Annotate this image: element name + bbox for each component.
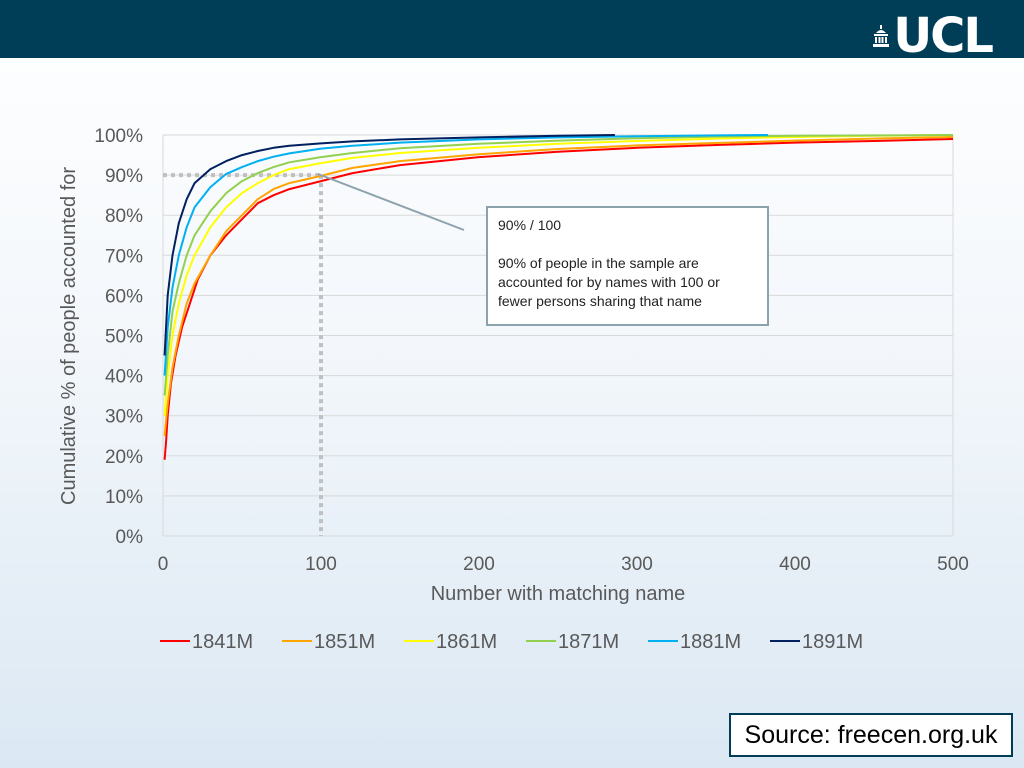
x-tick-label: 100 bbox=[305, 554, 337, 575]
series-line-1851M bbox=[163, 136, 954, 436]
x-tick-labels: 0 100 200 300 400 500 bbox=[158, 554, 969, 575]
legend-label: 1891M bbox=[802, 631, 863, 653]
legend-label: 1881M bbox=[680, 631, 741, 653]
y-tick-label: 50% bbox=[105, 327, 143, 348]
x-tick-label: 200 bbox=[463, 554, 495, 575]
x-axis-title: Number with matching name bbox=[431, 583, 686, 605]
legend: 1841M 1851M 1861M 1871M 1881M 1891M bbox=[160, 631, 863, 653]
legend-label: 1861M bbox=[436, 631, 497, 653]
legend-label: 1841M bbox=[192, 631, 253, 653]
series-line-1881M bbox=[163, 134, 769, 376]
y-tick-label: 70% bbox=[105, 246, 143, 267]
y-tick-label: 10% bbox=[105, 487, 143, 508]
source-label: Source: freecen.org.uk bbox=[744, 720, 998, 749]
gridlines bbox=[162, 134, 954, 537]
marker-guides bbox=[163, 173, 323, 536]
legend-label: 1871M bbox=[558, 631, 619, 653]
legend-label: 1851M bbox=[314, 631, 375, 653]
annotation-title: 90% / 100 bbox=[498, 217, 562, 233]
y-tick-label: 60% bbox=[105, 286, 143, 307]
y-axis-title: Cumulative % of people accounted for bbox=[58, 167, 80, 505]
y-tick-label: 90% bbox=[105, 166, 143, 187]
annotation-body: 90% of people in the sample are accounte… bbox=[498, 255, 720, 309]
y-tick-label: 80% bbox=[105, 206, 143, 227]
y-tick-label: 0% bbox=[116, 527, 144, 548]
y-tick-label: 100% bbox=[94, 126, 143, 147]
y-tick-label: 20% bbox=[105, 447, 143, 468]
x-tick-label: 500 bbox=[937, 554, 969, 575]
ucl-logo: UCL bbox=[873, 8, 994, 64]
header-bar: UCL bbox=[0, 0, 1024, 64]
series-line-1871M bbox=[163, 134, 954, 396]
y-tick-label: 40% bbox=[105, 367, 143, 388]
x-tick-label: 0 bbox=[158, 554, 169, 575]
series-line-1891M bbox=[163, 134, 615, 356]
series-line-1861M bbox=[163, 134, 954, 416]
portico-icon bbox=[873, 25, 890, 47]
source-box: Source: freecen.org.uk bbox=[729, 713, 1013, 757]
y-tick-labels: 0% 10% 20% 30% 40% 50% 60% 70% 80% 90% 100% bbox=[94, 126, 143, 548]
series-lines bbox=[163, 134, 954, 460]
ucl-logo-text: UCL bbox=[893, 8, 994, 64]
y-tick-label: 30% bbox=[105, 407, 143, 428]
annotation-callout-line bbox=[317, 173, 465, 231]
x-tick-label: 300 bbox=[621, 554, 653, 575]
annotation-box: 90% / 100 90% of people in the sample ar… bbox=[486, 206, 769, 326]
x-tick-label: 400 bbox=[779, 554, 811, 575]
